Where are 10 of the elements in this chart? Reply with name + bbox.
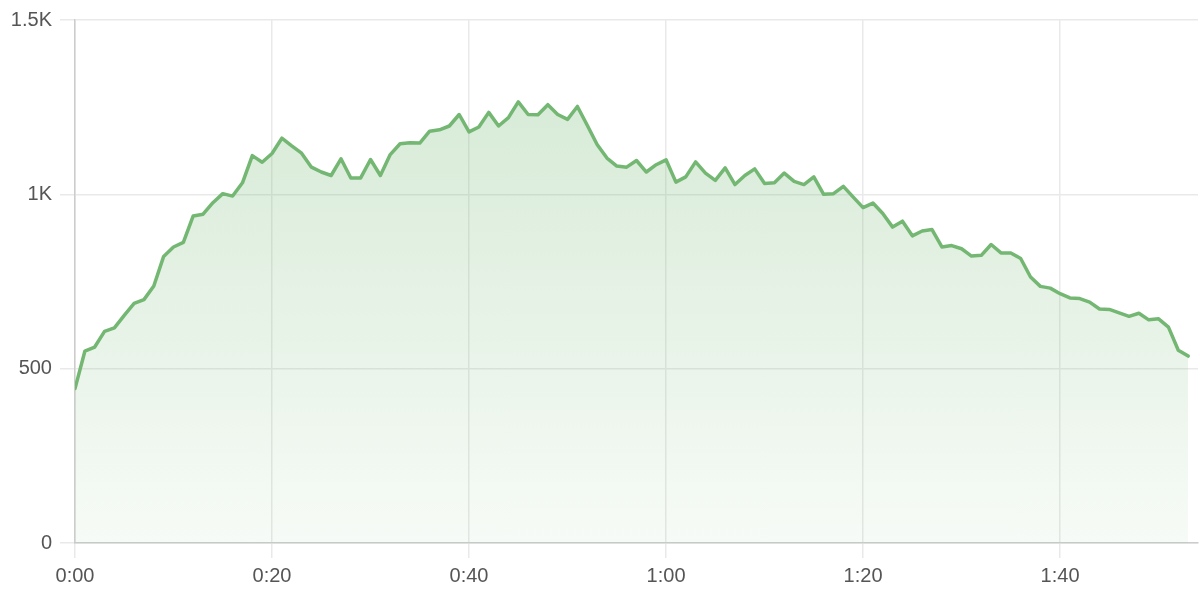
x-tick-label: 1:00 xyxy=(646,563,686,586)
y-tick-label: 1.5K xyxy=(10,7,53,30)
x-tick-label: 1:20 xyxy=(843,563,883,586)
y-tick-label: 0 xyxy=(40,530,52,553)
x-tick-label: 0:20 xyxy=(252,563,292,586)
x-tick-label: 0:40 xyxy=(449,563,489,586)
x-tick-label: 1:40 xyxy=(1040,563,1080,586)
y-tick-label: 1K xyxy=(27,181,53,204)
x-tick-label: 0:00 xyxy=(55,563,95,586)
y-tick-label: 500 xyxy=(18,356,52,379)
